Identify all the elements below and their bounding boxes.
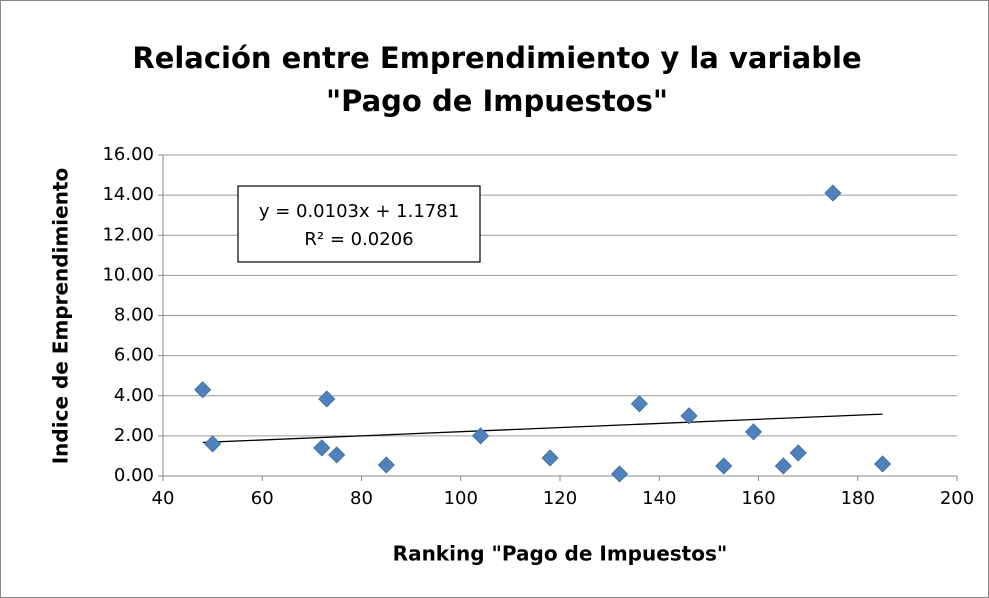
x-tick-label: 100 [444, 488, 478, 509]
data-point [377, 456, 395, 474]
data-point [630, 395, 648, 413]
x-axis-label: Ranking "Pago de Impuestos" [393, 542, 728, 566]
equation-box [237, 185, 481, 263]
data-point [204, 435, 222, 453]
y-tick-label: 14.00 [102, 184, 154, 205]
y-tick-label: 16.00 [102, 144, 154, 165]
y-axis-label: Indice de Emprendimiento [49, 168, 73, 465]
y-tick-label: 8.00 [114, 305, 154, 326]
y-tick-label: 10.00 [102, 264, 154, 285]
x-tick-label: 80 [350, 488, 373, 509]
y-tick-label: 6.00 [114, 345, 154, 366]
data-point [318, 390, 336, 408]
data-point [824, 184, 842, 202]
chart-title: "Pago de Impuestos" [326, 84, 668, 118]
y-tick-label: 12.00 [102, 224, 154, 245]
data-point [789, 444, 807, 462]
data-point [610, 465, 629, 483]
equation-label: y = 0.0103x + 1.1781 [259, 201, 459, 222]
data-point [873, 455, 892, 473]
data-point [328, 446, 346, 464]
x-tick-label: 60 [251, 488, 274, 509]
data-point [744, 423, 763, 441]
chart-title: Relación entre Emprendimiento y la varia… [132, 41, 861, 75]
data-point [541, 449, 559, 467]
y-tick-label: 0.00 [114, 465, 154, 486]
equation-label: R² = 0.0206 [304, 229, 413, 250]
y-tick-label: 4.00 [114, 385, 154, 406]
trendline [202, 413, 883, 444]
x-tick-label: 180 [841, 488, 875, 509]
y-tick-label: 2.00 [114, 425, 154, 446]
x-tick-label: 120 [543, 488, 577, 509]
x-tick-label: 160 [741, 488, 775, 509]
data-point [313, 439, 331, 457]
data-point [774, 457, 792, 475]
data-point [715, 457, 733, 475]
x-tick-label: 40 [152, 488, 175, 509]
data-point [680, 407, 698, 425]
x-tick-label: 200 [940, 488, 974, 509]
x-tick-label: 140 [642, 488, 676, 509]
data-point [472, 427, 490, 445]
data-point [194, 381, 212, 399]
